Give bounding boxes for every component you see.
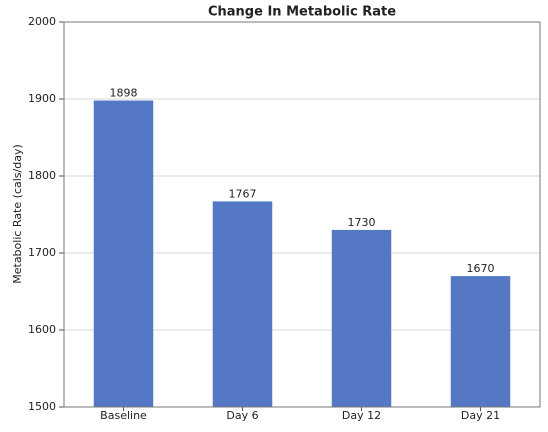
x-tick-label: Day 12 <box>342 409 381 422</box>
chart-title: Change In Metabolic Rate <box>208 5 396 20</box>
bar <box>450 276 511 407</box>
bar <box>212 201 273 407</box>
plot-frame <box>63 21 541 408</box>
x-tick-label: Baseline <box>100 409 147 422</box>
bar <box>93 100 154 407</box>
data-label: 1730 <box>348 216 376 229</box>
data-label: 1898 <box>110 87 138 100</box>
data-label: 1767 <box>229 187 257 200</box>
y-tick-label: 2000 <box>28 15 56 28</box>
y-axis-label: Metabolic Rate (cals/day) <box>11 144 24 284</box>
x-tick-label: Day 21 <box>461 409 500 422</box>
y-tick-label: 1900 <box>28 92 56 105</box>
y-tick-label: 1800 <box>28 169 56 182</box>
data-label: 1670 <box>467 262 495 275</box>
x-tick-label: Day 6 <box>226 409 258 422</box>
y-tick-label: 1700 <box>28 246 56 259</box>
bar <box>331 229 392 407</box>
y-tick-label: 1600 <box>28 323 56 336</box>
y-tick-label: 1500 <box>28 400 56 413</box>
